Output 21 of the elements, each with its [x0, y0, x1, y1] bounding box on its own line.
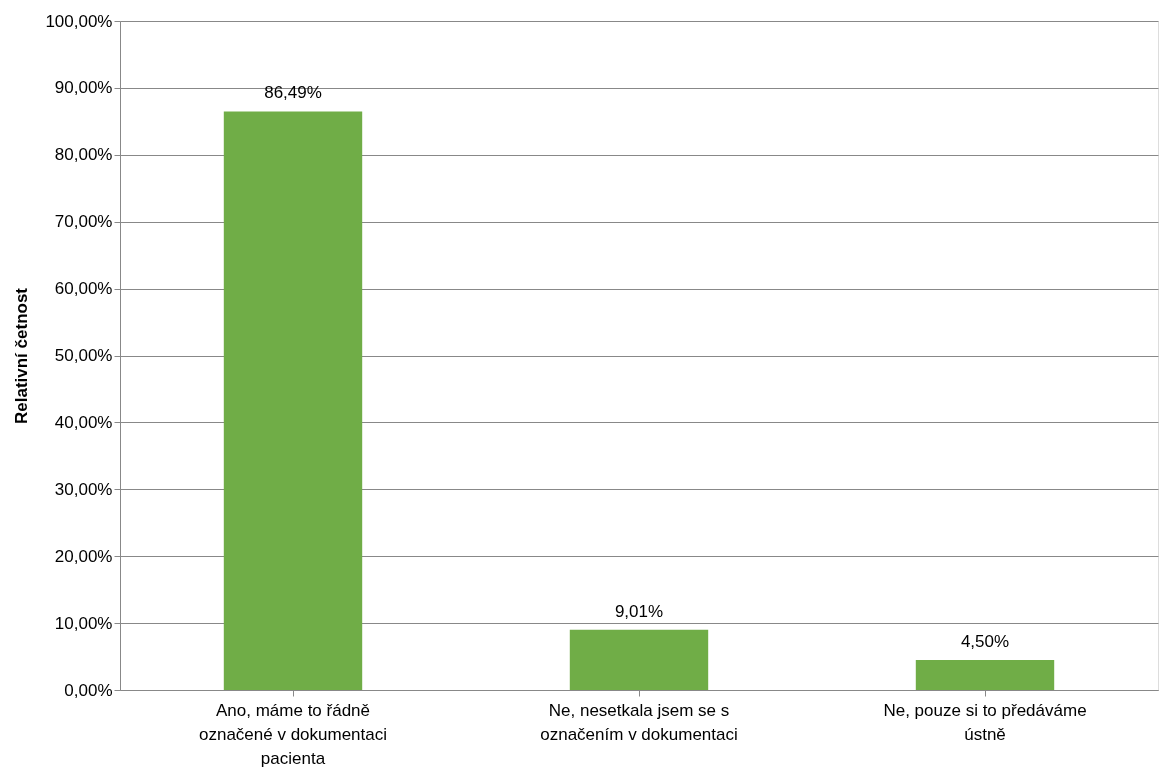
x-tick-label: Ne, pouze si to předáváme ústně [883, 700, 1087, 744]
y-tick-label: 70,00% [54, 212, 113, 232]
y-tick-label: 100,00% [45, 11, 113, 31]
y-tick-label: 60,00% [54, 279, 113, 299]
y-tick-label: 90,00% [54, 78, 113, 98]
x-tick-label: Ne, nesetkala jsem se s označením v dokumentaci [540, 700, 738, 744]
bar [569, 629, 709, 690]
bar [223, 111, 363, 690]
data-label: 86,49% [264, 83, 322, 103]
y-tick-label: 0,00% [64, 680, 113, 700]
y-tick-label: 10,00% [54, 613, 113, 633]
y-axis-title: Relativní četnost [12, 287, 32, 425]
bar [915, 659, 1055, 690]
y-tick-label: 40,00% [54, 412, 113, 432]
y-tick-label: 20,00% [54, 546, 113, 566]
data-label: 9,01% [614, 601, 664, 621]
y-tick-label: 80,00% [54, 145, 113, 165]
x-tick-label: Ano, máme to řádně označené v dokumentaci pacienta [198, 700, 388, 768]
data-label: 4,50% [960, 631, 1010, 651]
y-tick-label: 30,00% [54, 479, 113, 499]
y-tick-label: 50,00% [54, 346, 113, 365]
